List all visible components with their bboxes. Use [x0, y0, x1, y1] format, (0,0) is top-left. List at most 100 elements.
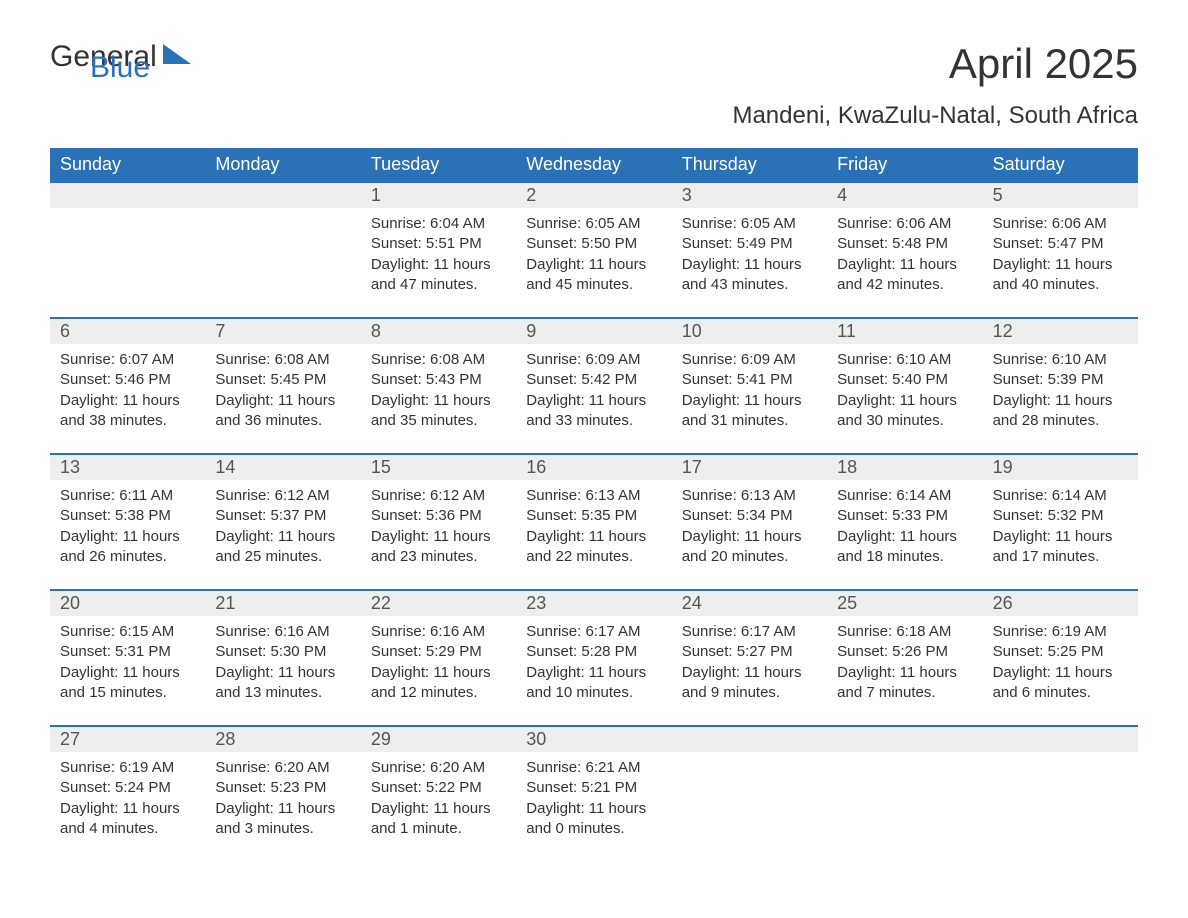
- day-number: 14: [205, 455, 360, 480]
- daylight-text: Daylight: 11 hours and 9 minutes.: [682, 663, 817, 704]
- daylight-text: Daylight: 11 hours and 20 minutes.: [682, 527, 817, 568]
- sunrise-text: Sunrise: 6:09 AM: [682, 350, 817, 370]
- sunrise-text: Sunrise: 6:10 AM: [837, 350, 972, 370]
- daynum-strip: 20212223242526: [50, 591, 1138, 616]
- daylight-text: Daylight: 11 hours and 13 minutes.: [215, 663, 350, 704]
- sunrise-text: Sunrise: 6:06 AM: [837, 214, 972, 234]
- sunset-text: Sunset: 5:37 PM: [215, 506, 350, 526]
- daynum-strip: 13141516171819: [50, 455, 1138, 480]
- daylight-text: Daylight: 11 hours and 35 minutes.: [371, 391, 506, 432]
- day-number: 16: [516, 455, 671, 480]
- sunrise-text: Sunrise: 6:19 AM: [993, 622, 1128, 642]
- day-number: 3: [672, 183, 827, 208]
- sunset-text: Sunset: 5:33 PM: [837, 506, 972, 526]
- sunset-text: Sunset: 5:43 PM: [371, 370, 506, 390]
- sunset-text: Sunset: 5:46 PM: [60, 370, 195, 390]
- sunset-text: Sunset: 5:36 PM: [371, 506, 506, 526]
- sunrise-text: Sunrise: 6:04 AM: [371, 214, 506, 234]
- day-number: 9: [516, 319, 671, 344]
- day-cell: [983, 752, 1138, 861]
- daylight-text: Daylight: 11 hours and 15 minutes.: [60, 663, 195, 704]
- sunset-text: Sunset: 5:42 PM: [526, 370, 661, 390]
- day-cell: [205, 208, 360, 317]
- daylight-text: Daylight: 11 hours and 0 minutes.: [526, 799, 661, 840]
- day-cell: Sunrise: 6:17 AMSunset: 5:27 PMDaylight:…: [672, 616, 827, 725]
- day-cell: Sunrise: 6:15 AMSunset: 5:31 PMDaylight:…: [50, 616, 205, 725]
- daylight-text: Daylight: 11 hours and 47 minutes.: [371, 255, 506, 296]
- day-number: 4: [827, 183, 982, 208]
- day-cell: Sunrise: 6:11 AMSunset: 5:38 PMDaylight:…: [50, 480, 205, 589]
- day-number: 21: [205, 591, 360, 616]
- sunset-text: Sunset: 5:49 PM: [682, 234, 817, 254]
- week-row: 27282930Sunrise: 6:19 AMSunset: 5:24 PMD…: [50, 725, 1138, 861]
- sunset-text: Sunset: 5:51 PM: [371, 234, 506, 254]
- day-cell: Sunrise: 6:14 AMSunset: 5:33 PMDaylight:…: [827, 480, 982, 589]
- sunset-text: Sunset: 5:41 PM: [682, 370, 817, 390]
- day-cell: Sunrise: 6:21 AMSunset: 5:21 PMDaylight:…: [516, 752, 671, 861]
- day-number: [50, 183, 205, 208]
- day-number: 12: [983, 319, 1138, 344]
- day-number: [827, 727, 982, 752]
- week-row: 6789101112Sunrise: 6:07 AMSunset: 5:46 P…: [50, 317, 1138, 453]
- weekday-saturday: Saturday: [983, 148, 1138, 181]
- day-number: 19: [983, 455, 1138, 480]
- day-cell: [827, 752, 982, 861]
- sunrise-text: Sunrise: 6:17 AM: [682, 622, 817, 642]
- sunset-text: Sunset: 5:50 PM: [526, 234, 661, 254]
- day-number: 1: [361, 183, 516, 208]
- sunrise-text: Sunrise: 6:10 AM: [993, 350, 1128, 370]
- day-number: 17: [672, 455, 827, 480]
- day-cell: Sunrise: 6:16 AMSunset: 5:30 PMDaylight:…: [205, 616, 360, 725]
- sunset-text: Sunset: 5:32 PM: [993, 506, 1128, 526]
- sunrise-text: Sunrise: 6:16 AM: [215, 622, 350, 642]
- sunrise-text: Sunrise: 6:13 AM: [682, 486, 817, 506]
- day-cell: Sunrise: 6:13 AMSunset: 5:35 PMDaylight:…: [516, 480, 671, 589]
- brand-logo: General Blue: [50, 40, 191, 74]
- sunrise-text: Sunrise: 6:17 AM: [526, 622, 661, 642]
- day-cell: Sunrise: 6:05 AMSunset: 5:49 PMDaylight:…: [672, 208, 827, 317]
- sunset-text: Sunset: 5:40 PM: [837, 370, 972, 390]
- day-cell: Sunrise: 6:06 AMSunset: 5:48 PMDaylight:…: [827, 208, 982, 317]
- sunset-text: Sunset: 5:24 PM: [60, 778, 195, 798]
- sunset-text: Sunset: 5:27 PM: [682, 642, 817, 662]
- daylight-text: Daylight: 11 hours and 1 minute.: [371, 799, 506, 840]
- weekday-tuesday: Tuesday: [361, 148, 516, 181]
- logo-text-2: Blue: [90, 51, 150, 85]
- sunset-text: Sunset: 5:26 PM: [837, 642, 972, 662]
- daylight-text: Daylight: 11 hours and 6 minutes.: [993, 663, 1128, 704]
- sunrise-text: Sunrise: 6:14 AM: [993, 486, 1128, 506]
- sunset-text: Sunset: 5:21 PM: [526, 778, 661, 798]
- sunset-text: Sunset: 5:23 PM: [215, 778, 350, 798]
- flag-icon: [163, 40, 191, 74]
- daylight-text: Daylight: 11 hours and 18 minutes.: [837, 527, 972, 568]
- weekday-friday: Friday: [827, 148, 982, 181]
- daylight-text: Daylight: 11 hours and 25 minutes.: [215, 527, 350, 568]
- sunset-text: Sunset: 5:34 PM: [682, 506, 817, 526]
- day-number: 24: [672, 591, 827, 616]
- sunrise-text: Sunrise: 6:09 AM: [526, 350, 661, 370]
- day-number: [983, 727, 1138, 752]
- daylight-text: Daylight: 11 hours and 3 minutes.: [215, 799, 350, 840]
- day-cell: Sunrise: 6:17 AMSunset: 5:28 PMDaylight:…: [516, 616, 671, 725]
- sunset-text: Sunset: 5:39 PM: [993, 370, 1128, 390]
- sunset-text: Sunset: 5:30 PM: [215, 642, 350, 662]
- sunrise-text: Sunrise: 6:20 AM: [371, 758, 506, 778]
- day-number: 8: [361, 319, 516, 344]
- sunrise-text: Sunrise: 6:07 AM: [60, 350, 195, 370]
- day-cell: Sunrise: 6:09 AMSunset: 5:42 PMDaylight:…: [516, 344, 671, 453]
- day-number: 2: [516, 183, 671, 208]
- day-number: 11: [827, 319, 982, 344]
- page-title: April 2025: [732, 40, 1138, 88]
- day-number: 29: [361, 727, 516, 752]
- day-number: 22: [361, 591, 516, 616]
- week-row: 12345Sunrise: 6:04 AMSunset: 5:51 PMDayl…: [50, 181, 1138, 317]
- daylight-text: Daylight: 11 hours and 33 minutes.: [526, 391, 661, 432]
- day-cell: Sunrise: 6:16 AMSunset: 5:29 PMDaylight:…: [361, 616, 516, 725]
- day-number: 13: [50, 455, 205, 480]
- daylight-text: Daylight: 11 hours and 7 minutes.: [837, 663, 972, 704]
- week-row: 13141516171819Sunrise: 6:11 AMSunset: 5:…: [50, 453, 1138, 589]
- sunrise-text: Sunrise: 6:16 AM: [371, 622, 506, 642]
- daylight-text: Daylight: 11 hours and 22 minutes.: [526, 527, 661, 568]
- day-cell: Sunrise: 6:07 AMSunset: 5:46 PMDaylight:…: [50, 344, 205, 453]
- day-cell: Sunrise: 6:04 AMSunset: 5:51 PMDaylight:…: [361, 208, 516, 317]
